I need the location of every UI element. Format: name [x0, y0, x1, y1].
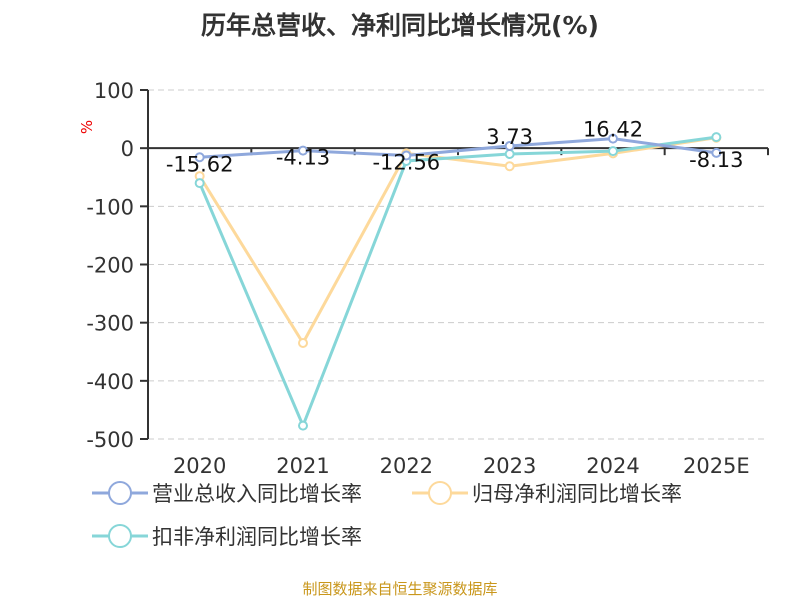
data-point	[194, 178, 205, 189]
y-tick-label: -200	[86, 254, 134, 278]
x-tick-label: 2020	[173, 454, 226, 478]
y-tick-label: -400	[86, 370, 134, 394]
x-tick-label: 2021	[276, 454, 329, 478]
y-tick-label: 100	[94, 79, 134, 103]
data-point	[298, 420, 308, 431]
y-tick-label: -100	[86, 195, 134, 219]
source-footer: 制图数据来自恒生聚源数据库	[302, 580, 498, 598]
y-axis-label: %	[78, 120, 96, 134]
data-point	[608, 133, 618, 144]
data-point	[298, 338, 308, 349]
legend-marker-icon	[92, 524, 148, 548]
y-tick-label: -300	[86, 312, 134, 336]
x-tick-label: 2022	[380, 454, 433, 478]
x-tick-label: 2023	[483, 454, 536, 478]
series-line	[198, 136, 717, 347]
data-label: 16.42	[583, 118, 643, 142]
legend-item-revenue[interactable]: 营业总收入同比增长率	[90, 478, 362, 508]
data-point	[298, 145, 308, 156]
data-point	[504, 148, 515, 159]
data-label: -8.13	[689, 148, 743, 172]
legend-item-deducted-profit[interactable]: 扣非净利润同比增长率	[90, 521, 362, 551]
x-tick-label: 2024	[586, 454, 639, 478]
legend-label: 归母净利润同比增长率	[472, 482, 682, 506]
data-point	[608, 146, 618, 157]
legend-item-net-profit[interactable]: 归母净利润同比增长率	[410, 478, 682, 508]
chart-title: 历年总营收、净利同比增长情况(%)	[201, 11, 599, 40]
x-tick-label: 2025E	[683, 454, 750, 478]
legend-marker-icon	[92, 481, 148, 505]
y-tick-label: 0	[121, 137, 134, 161]
data-label: -4.13	[276, 146, 330, 170]
legend-marker-icon	[412, 481, 468, 505]
data-point	[711, 132, 722, 143]
y-tick-label: -500	[86, 428, 134, 452]
data-point	[504, 161, 515, 172]
data-label: -15.62	[166, 152, 234, 176]
series-line	[198, 135, 717, 430]
data-point	[504, 140, 515, 151]
data-point	[194, 152, 205, 163]
legend-label: 营业总收入同比增长率	[152, 482, 362, 506]
data-point	[711, 147, 722, 158]
legend-label: 扣非净利润同比增长率	[152, 525, 362, 549]
series-line	[199, 137, 717, 159]
data-point	[401, 150, 412, 161]
data-label: 3.73	[486, 125, 533, 149]
data-label: -12.56	[372, 150, 440, 174]
